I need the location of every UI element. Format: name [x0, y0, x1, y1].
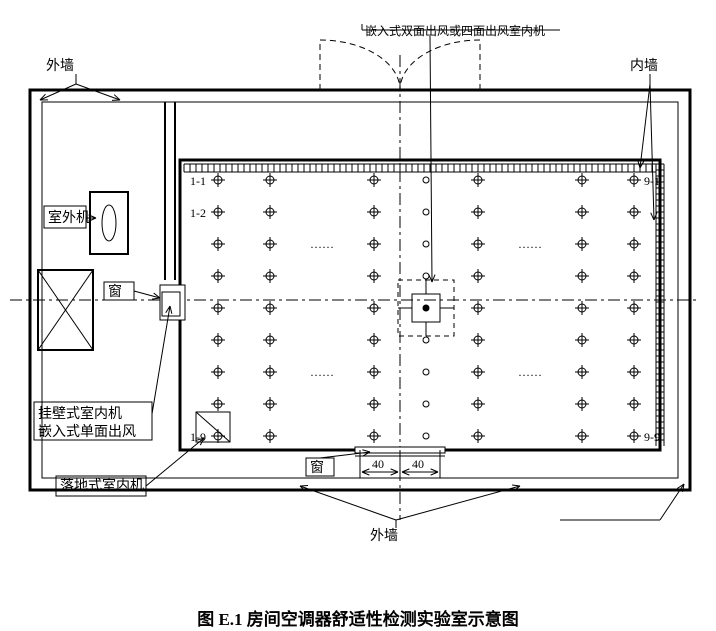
svg-text:外墙: 外墙 [370, 528, 398, 544]
svg-text:……: …… [310, 237, 334, 251]
svg-text:外墙: 外墙 [46, 58, 74, 74]
svg-text:1-2: 1-2 [190, 206, 206, 220]
svg-text:……: …… [518, 237, 542, 251]
diagram-svg: ……………………1-11-21-99-19-94040外墙内墙嵌入式双面出风或四… [0, 0, 716, 631]
svg-text:内墙: 内墙 [630, 58, 658, 74]
svg-text:窗: 窗 [310, 459, 324, 476]
svg-text:室外机: 室外机 [48, 209, 90, 226]
svg-text:40: 40 [372, 457, 384, 471]
svg-text:嵌入式单面出风: 嵌入式单面出风 [38, 424, 136, 440]
svg-text:窗: 窗 [108, 283, 122, 300]
svg-text:落地式室内机: 落地式室内机 [60, 477, 144, 494]
figure-caption: 图 E.1 房间空调器舒适性检测实验室示意图 [0, 605, 716, 630]
svg-text:1-1: 1-1 [190, 174, 206, 188]
svg-text:9-9: 9-9 [644, 430, 660, 444]
svg-text:……: …… [310, 365, 334, 379]
svg-text:……: …… [518, 365, 542, 379]
svg-text:挂壁式室内机: 挂壁式室内机 [38, 405, 122, 422]
svg-text:40: 40 [412, 457, 424, 471]
diagram-page: ……………………1-11-21-99-19-94040外墙内墙嵌入式双面出风或四… [0, 0, 716, 631]
svg-text:9-1: 9-1 [644, 174, 660, 188]
svg-text:1-9: 1-9 [190, 430, 206, 444]
